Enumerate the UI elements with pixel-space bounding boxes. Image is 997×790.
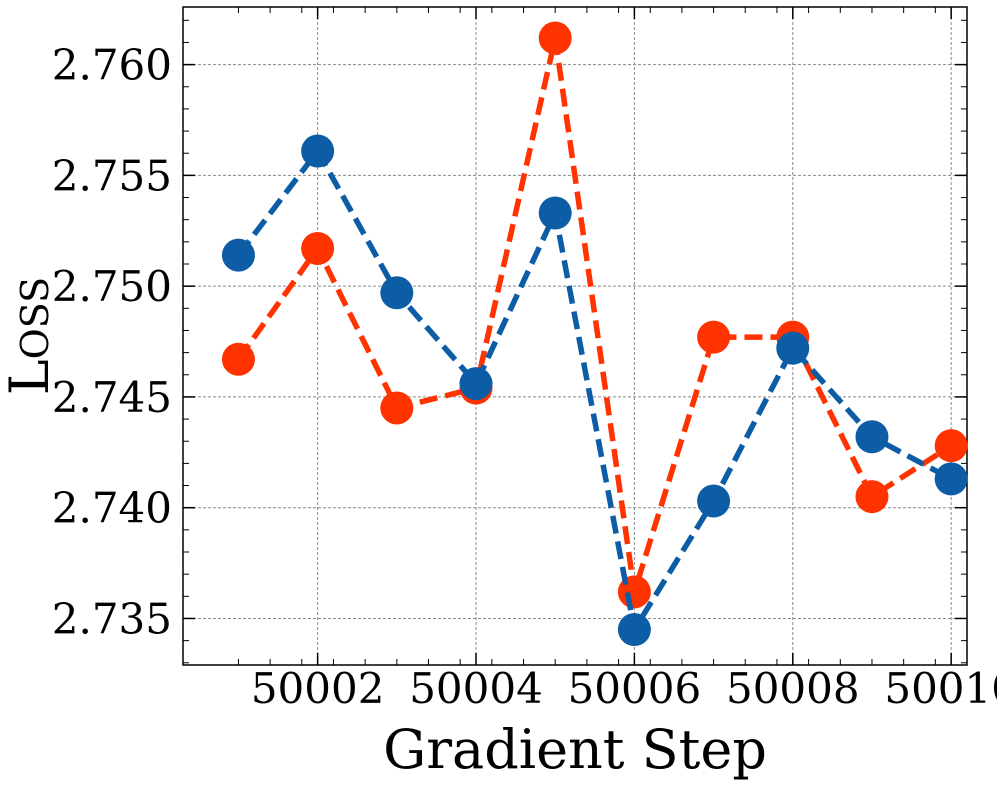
x-tick-label: 50002 bbox=[251, 664, 385, 713]
data-point bbox=[538, 21, 572, 55]
y-axis-label: Loss bbox=[0, 277, 61, 395]
x-tick-label: 50006 bbox=[568, 664, 702, 713]
y-tick-label: 2.760 bbox=[52, 41, 172, 90]
ticks bbox=[183, 7, 967, 665]
x-tick-label: 50004 bbox=[409, 664, 543, 713]
x-tick-label: 50010 bbox=[884, 664, 997, 713]
data-point bbox=[221, 342, 255, 376]
data-point bbox=[380, 391, 414, 425]
data-point bbox=[459, 367, 493, 401]
data-point bbox=[301, 231, 335, 265]
y-tick-label: 2.740 bbox=[52, 484, 172, 533]
x-tick-labels: 50002 50004 50006 50008 50010 bbox=[251, 664, 997, 713]
series-line bbox=[236, 35, 953, 595]
data-point bbox=[380, 276, 414, 310]
y-tick-label: 2.755 bbox=[52, 151, 172, 200]
series-line bbox=[236, 148, 953, 633]
data-point bbox=[697, 320, 731, 354]
y-tick-label: 2.750 bbox=[52, 262, 172, 311]
data-point bbox=[855, 480, 889, 514]
y-tick-label: 2.735 bbox=[52, 594, 172, 643]
series-2 bbox=[221, 134, 968, 647]
x-axis-label: Gradient Step bbox=[383, 718, 767, 781]
y-tick-labels: 2.735 2.740 2.745 2.750 2.755 2.760 bbox=[52, 41, 172, 644]
data-point bbox=[221, 238, 255, 272]
data-point bbox=[538, 196, 572, 230]
data-point bbox=[776, 331, 810, 365]
data-point bbox=[617, 613, 651, 647]
data-point bbox=[855, 420, 889, 454]
series bbox=[221, 21, 968, 647]
plot-frame bbox=[182, 6, 968, 666]
data-point bbox=[301, 134, 335, 168]
data-point bbox=[934, 429, 968, 463]
x-tick-label: 50008 bbox=[726, 664, 860, 713]
y-tick-label: 2.745 bbox=[52, 373, 172, 422]
data-point bbox=[934, 462, 968, 496]
grid bbox=[183, 7, 967, 665]
series-1 bbox=[221, 21, 968, 609]
data-point bbox=[697, 484, 731, 518]
